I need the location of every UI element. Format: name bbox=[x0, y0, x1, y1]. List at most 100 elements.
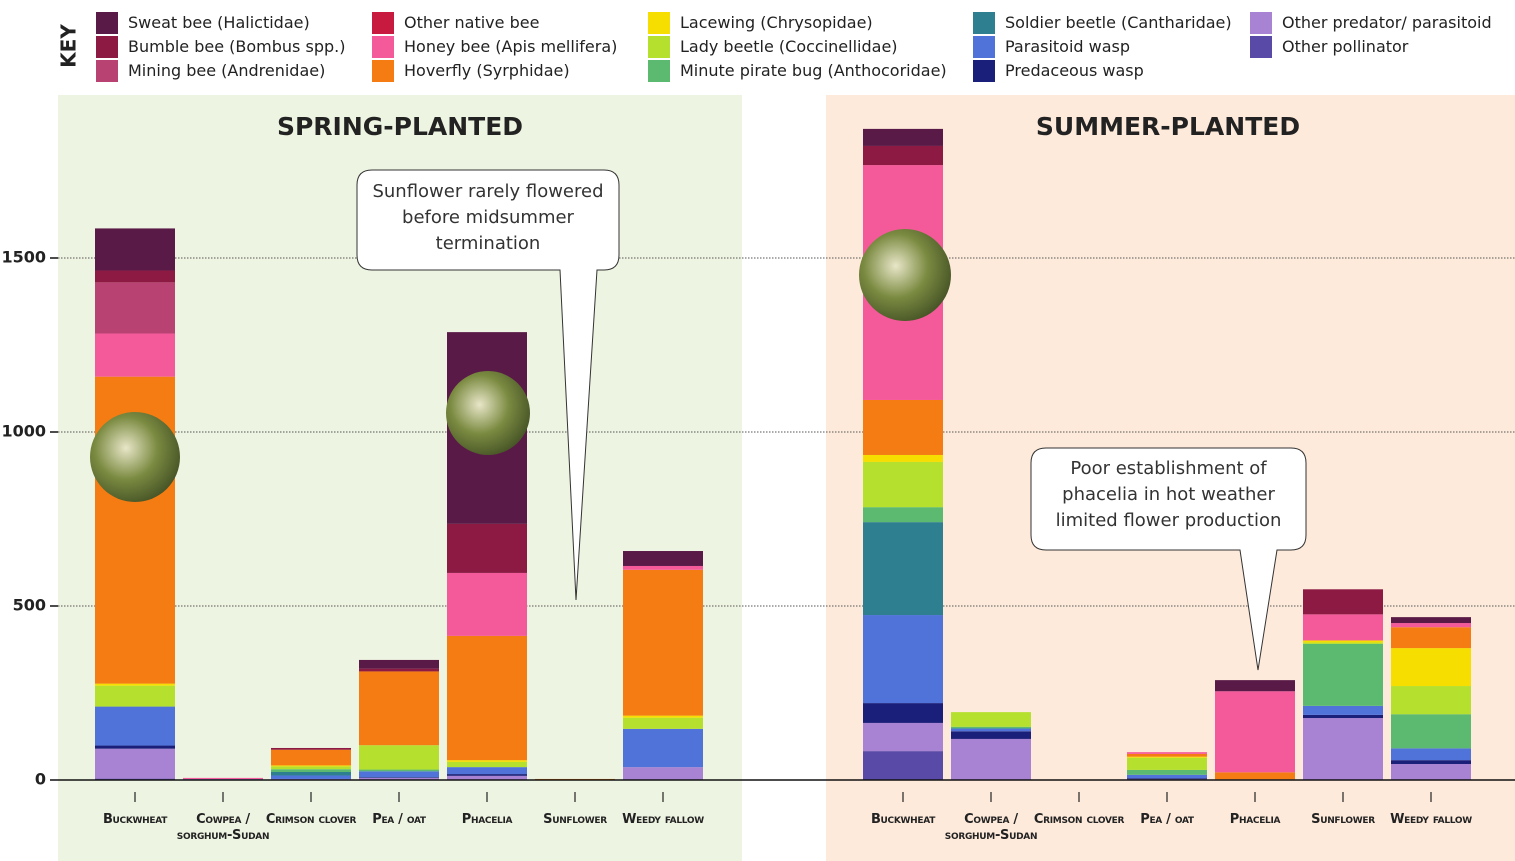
bar-segment bbox=[863, 522, 943, 616]
legend-swatch bbox=[973, 12, 995, 34]
photo bbox=[446, 371, 530, 455]
y-tick-label: 0 bbox=[35, 770, 46, 789]
bar-segment bbox=[95, 685, 175, 707]
legend-title: KEY bbox=[57, 24, 81, 68]
callout-bubble bbox=[356, 169, 620, 601]
legend-label: Other pollinator bbox=[1282, 37, 1409, 56]
legend-label: Other predator/ parasitoid bbox=[1282, 13, 1492, 32]
legend-swatch bbox=[648, 60, 670, 82]
bar-segment bbox=[951, 726, 1031, 729]
bar-segment bbox=[623, 715, 703, 718]
bar-segment bbox=[1391, 648, 1471, 687]
photo bbox=[90, 412, 180, 502]
x-tick-label: Cowpea / sorghum-Sudan bbox=[944, 812, 1038, 843]
legend-swatch bbox=[648, 12, 670, 34]
legend-label: Honey bee (Apis mellifera) bbox=[404, 37, 618, 56]
bar-segment bbox=[623, 569, 703, 716]
bar-segment bbox=[359, 777, 439, 778]
bar-segment bbox=[1303, 642, 1383, 644]
bar-segment bbox=[359, 671, 439, 746]
legend-label: Parasitoid wasp bbox=[1005, 37, 1131, 56]
bar-segment bbox=[271, 749, 351, 766]
bar-segment bbox=[1391, 714, 1471, 749]
legend-swatch bbox=[96, 12, 118, 34]
bar-segment bbox=[863, 128, 943, 146]
chart-title: SPRING-PLANTED bbox=[277, 112, 523, 141]
legend-label: Soldier beetle (Cantharidae) bbox=[1005, 13, 1232, 32]
bar-segment bbox=[95, 270, 175, 283]
bar-segment bbox=[447, 572, 527, 636]
bar-segment bbox=[447, 775, 527, 780]
chart-title: SUMMER-PLANTED bbox=[1036, 112, 1300, 141]
bar-segment bbox=[95, 683, 175, 686]
bar-segment bbox=[271, 766, 351, 770]
bar-segment bbox=[95, 333, 175, 377]
bar-segment bbox=[1127, 778, 1207, 780]
bar-segment bbox=[1391, 623, 1471, 628]
bar-segment bbox=[623, 717, 703, 729]
bar-segment bbox=[1391, 763, 1471, 780]
annotation: Poor establishment of phacelia in hot we… bbox=[1055, 458, 1282, 531]
bar-segment bbox=[447, 761, 527, 768]
bar-segment bbox=[1215, 680, 1295, 692]
bar-segment bbox=[1303, 718, 1383, 780]
bar-segment bbox=[863, 751, 943, 780]
bar-segment bbox=[623, 767, 703, 780]
legend-swatch bbox=[96, 60, 118, 82]
x-tick-label: Phacelia bbox=[1229, 812, 1281, 827]
x-tick-label: Weedy fallow bbox=[1390, 812, 1472, 827]
bar-segment bbox=[359, 769, 439, 772]
legend-label: Minute pirate bug (Anthocoridae) bbox=[680, 61, 947, 80]
bar-segment bbox=[447, 774, 527, 776]
bar-segment bbox=[623, 551, 703, 566]
x-tick-label: Buckwheat bbox=[102, 812, 168, 827]
bar-segment bbox=[863, 454, 943, 462]
callout-bubble bbox=[1030, 447, 1307, 671]
bar-segment bbox=[359, 745, 439, 770]
annotation: Sunflower rarely flowered before midsumm… bbox=[372, 181, 604, 254]
bar-segment bbox=[623, 565, 703, 570]
legend-label: Other native bee bbox=[404, 13, 540, 32]
legend-swatch bbox=[372, 12, 394, 34]
legend-swatch bbox=[96, 36, 118, 58]
bar-segment bbox=[271, 775, 351, 779]
x-tick-label: Buckwheat bbox=[870, 812, 936, 827]
bar-segment bbox=[359, 771, 439, 778]
y-tick-label: 1500 bbox=[1, 248, 46, 267]
y-tick-label: 500 bbox=[13, 596, 46, 615]
bar-segment bbox=[1303, 714, 1383, 719]
x-tick-label: Sunflower bbox=[1311, 812, 1375, 827]
legend-swatch bbox=[372, 36, 394, 58]
legend-swatch bbox=[372, 60, 394, 82]
bar-segment bbox=[271, 769, 351, 772]
legend-swatch bbox=[1250, 36, 1272, 58]
legend-label: Hoverfly (Syrphidae) bbox=[404, 61, 570, 80]
legend-swatch bbox=[1250, 12, 1272, 34]
bar-segment bbox=[447, 767, 527, 775]
bar-segment bbox=[1127, 753, 1207, 757]
bar-segment bbox=[359, 668, 439, 672]
legend-label: Bumble bee (Bombus spp.) bbox=[128, 37, 346, 56]
bar-segment bbox=[863, 507, 943, 523]
bar-segment bbox=[1303, 614, 1383, 641]
bar-segment bbox=[951, 731, 1031, 739]
bar-segment bbox=[1391, 627, 1471, 649]
bar-segment bbox=[183, 777, 263, 779]
bar-segment bbox=[1391, 760, 1471, 764]
legend-swatch bbox=[973, 36, 995, 58]
x-tick-label: Crimson clover bbox=[265, 812, 357, 827]
bar-segment bbox=[863, 461, 943, 508]
bar-segment bbox=[1215, 691, 1295, 773]
bar-segment bbox=[1391, 748, 1471, 761]
bar-segment bbox=[359, 777, 439, 780]
bar-segment bbox=[951, 738, 1031, 780]
photo bbox=[859, 229, 951, 321]
legend-label: Sweat bee (Halictidae) bbox=[128, 13, 310, 32]
bar-segment bbox=[447, 635, 527, 761]
bar-segment bbox=[863, 399, 943, 455]
bar-segment bbox=[1127, 769, 1207, 775]
bar-segment bbox=[1127, 752, 1207, 754]
bar-segment bbox=[863, 703, 943, 723]
